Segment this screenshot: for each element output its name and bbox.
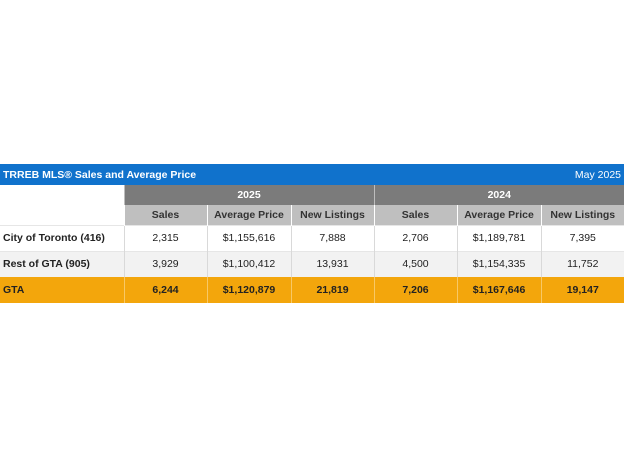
table-cell: 7,395: [540, 224, 624, 251]
column-header: Sales: [373, 205, 458, 225]
title-bar: TRREB MLS® Sales and Average Price May 2…: [0, 164, 624, 185]
total-cell: 6,244: [123, 277, 207, 303]
table-cell: $1,189,781: [456, 224, 542, 251]
total-cell: 19,147: [540, 277, 624, 303]
column-header-blank: [0, 205, 124, 225]
table-cell: 3,929: [123, 250, 207, 277]
table-cell: 2,706: [373, 224, 458, 251]
column-header: Sales: [123, 205, 207, 225]
column-header: New Listings: [290, 205, 374, 225]
total-cell: 21,819: [290, 277, 374, 303]
table-cell: $1,154,335: [456, 250, 542, 277]
year-header-row: 2025 2024: [0, 185, 624, 205]
column-header: Average Price: [206, 205, 291, 225]
table-cell: 4,500: [373, 250, 458, 277]
table-cell: $1,155,616: [206, 224, 291, 251]
total-cell: $1,120,879: [206, 277, 291, 303]
table-row: Rest of GTA (905) 3,929 $1,100,412 13,93…: [0, 250, 624, 277]
year-header-previous: 2024: [373, 185, 624, 205]
column-header: New Listings: [540, 205, 624, 225]
year-header-blank: [0, 185, 124, 205]
sales-table-container: TRREB MLS® Sales and Average Price May 2…: [0, 164, 624, 303]
table-cell: 11,752: [540, 250, 624, 277]
total-row: GTA 6,244 $1,120,879 21,819 7,206 $1,167…: [0, 277, 624, 303]
column-header: Average Price: [456, 205, 542, 225]
table-cell: 13,931: [290, 250, 374, 277]
row-label: Rest of GTA (905): [0, 250, 124, 277]
table-cell: 7,888: [290, 224, 374, 251]
sales-table: TRREB MLS® Sales and Average Price May 2…: [0, 164, 624, 303]
total-cell: 7,206: [373, 277, 458, 303]
total-row-label: GTA: [0, 277, 124, 303]
total-cell: $1,167,646: [456, 277, 542, 303]
table-cell: 2,315: [123, 224, 207, 251]
column-header-row: Sales Average Price New Listings Sales A…: [0, 205, 624, 225]
row-label: City of Toronto (416): [0, 224, 124, 251]
table-cell: $1,100,412: [206, 250, 291, 277]
year-header-current: 2025: [123, 185, 374, 205]
table-title: TRREB MLS® Sales and Average Price: [0, 164, 458, 185]
table-row: City of Toronto (416) 2,315 $1,155,616 7…: [0, 224, 624, 251]
report-date: May 2025: [457, 164, 624, 185]
